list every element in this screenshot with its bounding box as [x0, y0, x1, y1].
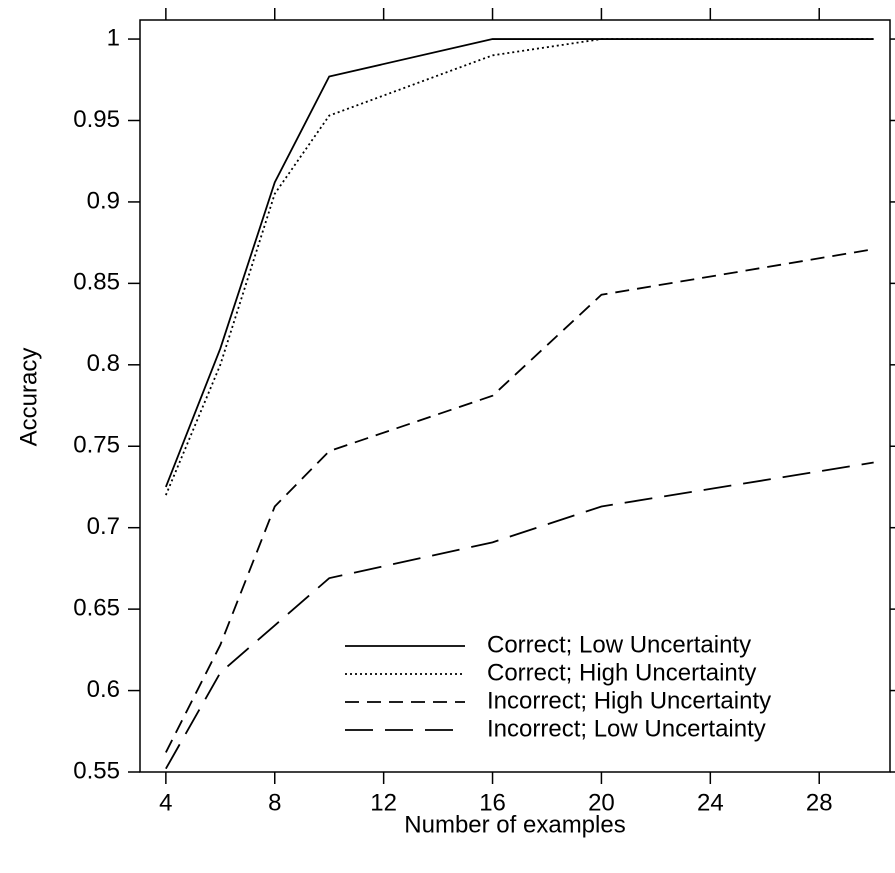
x-tick-label: 12 [370, 789, 397, 816]
legend-label: Correct; High Uncertainty [487, 659, 756, 686]
x-tick-label: 28 [806, 789, 833, 816]
x-tick-label: 16 [479, 789, 506, 816]
x-tick-label: 24 [697, 789, 724, 816]
y-tick-label: 0.9 [87, 187, 120, 214]
legend-label: Incorrect; Low Uncertainty [487, 715, 766, 742]
y-tick-label: 0.7 [87, 513, 120, 540]
y-axis-label: Accuracy [15, 348, 42, 447]
plot-frame [139, 19, 891, 773]
y-tick-label: 0.6 [87, 676, 120, 703]
x-tick-label: 8 [268, 789, 281, 816]
legend-label: Correct; Low Uncertainty [487, 631, 751, 658]
x-axis-label: Number of examples [404, 811, 625, 838]
series-line [165, 461, 874, 770]
x-tick-label: 4 [159, 789, 172, 816]
series-line [165, 248, 874, 753]
y-tick-label: 0.95 [73, 106, 120, 133]
x-tick-label: 20 [588, 789, 615, 816]
y-tick-label: 1 [107, 24, 120, 51]
y-tick-label: 0.8 [87, 350, 120, 377]
legend-label: Incorrect; High Uncertainty [487, 687, 771, 714]
y-tick-label: 0.55 [73, 757, 120, 784]
series-line [165, 38, 874, 488]
y-tick-label: 0.85 [73, 269, 120, 296]
y-tick-label: 0.65 [73, 594, 120, 621]
y-tick-label: 0.75 [73, 432, 120, 459]
series-line [165, 38, 874, 496]
